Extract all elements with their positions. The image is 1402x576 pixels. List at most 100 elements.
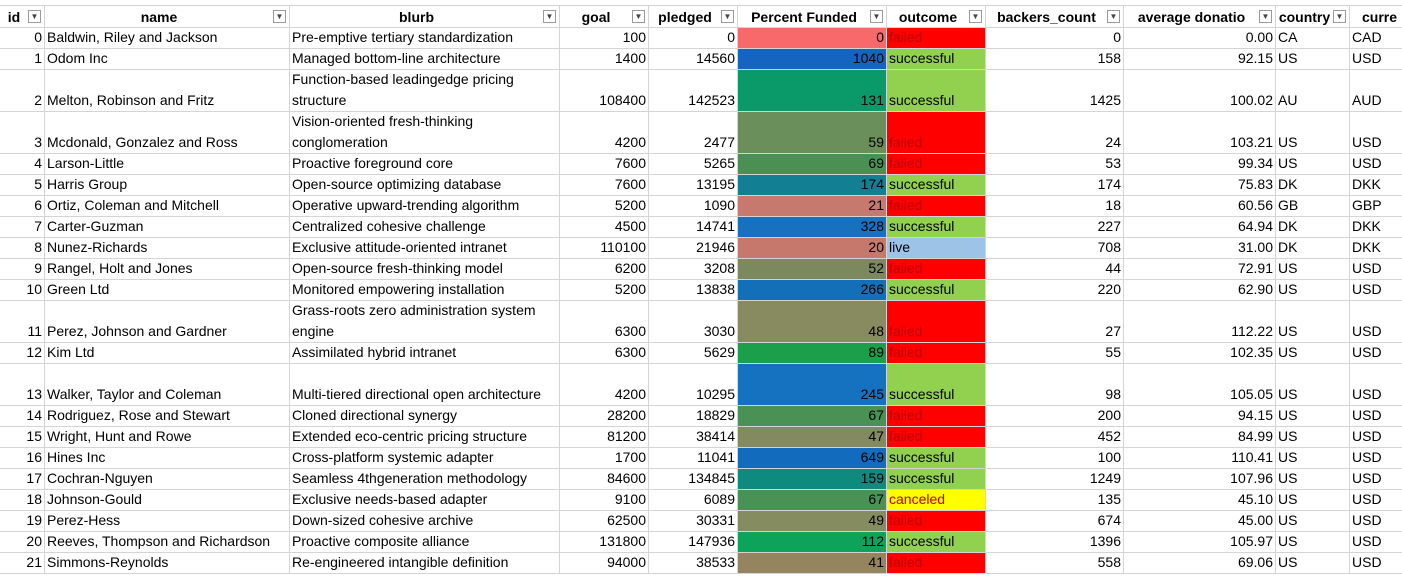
cell-currency[interactable]: USD <box>1350 511 1402 532</box>
cell-outcome[interactable]: failed <box>887 154 986 175</box>
cell-outcome[interactable]: live <box>887 238 986 259</box>
cell-country[interactable]: US <box>1276 154 1350 175</box>
cell-avg[interactable]: 100.02 <box>1124 70 1276 112</box>
cell-goal[interactable]: 6200 <box>560 259 649 280</box>
cell-goal[interactable]: 131800 <box>560 532 649 553</box>
cell-name[interactable]: Baldwin, Riley and Jackson <box>45 28 290 49</box>
cell-id[interactable]: 2 <box>0 70 45 112</box>
cell-name[interactable]: Perez, Johnson and Gardner <box>45 301 290 343</box>
cell-country[interactable]: US <box>1276 259 1350 280</box>
cell-country[interactable]: DK <box>1276 238 1350 259</box>
cell-country[interactable]: GB <box>1276 196 1350 217</box>
filter-dropdown-icon[interactable]: ▼ <box>632 10 645 23</box>
cell-pct[interactable]: 174 <box>738 175 887 196</box>
cell-country[interactable]: US <box>1276 112 1350 154</box>
cell-pct[interactable]: 131 <box>738 70 887 112</box>
cell-backers[interactable]: 1425 <box>986 70 1124 112</box>
cell-id[interactable]: 9 <box>0 259 45 280</box>
cell-outcome[interactable]: canceled <box>887 490 986 511</box>
cell-id[interactable]: 13 <box>0 364 45 406</box>
cell-id[interactable]: 16 <box>0 448 45 469</box>
cell-backers[interactable]: 98 <box>986 364 1124 406</box>
cell-blurb[interactable]: Vision-oriented fresh-thinking conglomer… <box>290 112 560 154</box>
cell-pct[interactable]: 266 <box>738 280 887 301</box>
cell-currency[interactable]: USD <box>1350 154 1402 175</box>
cell-country[interactable]: US <box>1276 280 1350 301</box>
cell-country[interactable]: US <box>1276 532 1350 553</box>
cell-currency[interactable]: USD <box>1350 469 1402 490</box>
cell-backers[interactable]: 100 <box>986 448 1124 469</box>
cell-name[interactable]: Carter-Guzman <box>45 217 290 238</box>
cell-id[interactable]: 12 <box>0 343 45 364</box>
cell-currency[interactable]: DKK <box>1350 175 1402 196</box>
cell-goal[interactable]: 7600 <box>560 154 649 175</box>
cell-currency[interactable]: USD <box>1350 406 1402 427</box>
cell-id[interactable]: 7 <box>0 217 45 238</box>
cell-outcome[interactable]: successful <box>887 280 986 301</box>
cell-blurb[interactable]: Grass-roots zero administration system e… <box>290 301 560 343</box>
cell-currency[interactable]: USD <box>1350 532 1402 553</box>
cell-backers[interactable]: 452 <box>986 427 1124 448</box>
cell-pledged[interactable]: 1090 <box>649 196 738 217</box>
cell-id[interactable]: 5 <box>0 175 45 196</box>
cell-avg[interactable]: 103.21 <box>1124 112 1276 154</box>
cell-currency[interactable]: AUD <box>1350 70 1402 112</box>
cell-currency[interactable]: DKK <box>1350 217 1402 238</box>
cell-avg[interactable]: 62.90 <box>1124 280 1276 301</box>
cell-id[interactable]: 18 <box>0 490 45 511</box>
cell-pledged[interactable]: 21946 <box>649 238 738 259</box>
cell-pledged[interactable]: 38414 <box>649 427 738 448</box>
cell-id[interactable]: 15 <box>0 427 45 448</box>
cell-outcome[interactable]: failed <box>887 259 986 280</box>
cell-pledged[interactable]: 38533 <box>649 553 738 574</box>
cell-backers[interactable]: 53 <box>986 154 1124 175</box>
cell-outcome[interactable]: successful <box>887 364 986 406</box>
cell-country[interactable]: AU <box>1276 70 1350 112</box>
cell-name[interactable]: Larson-Little <box>45 154 290 175</box>
cell-pct[interactable]: 52 <box>738 259 887 280</box>
header-pledged[interactable]: pledged ▼ <box>649 6 738 28</box>
cell-country[interactable]: US <box>1276 364 1350 406</box>
cell-pct[interactable]: 649 <box>738 448 887 469</box>
cell-goal[interactable]: 81200 <box>560 427 649 448</box>
filter-dropdown-icon[interactable]: ▼ <box>543 10 556 23</box>
filter-dropdown-icon[interactable]: ▼ <box>1259 10 1272 23</box>
cell-avg[interactable]: 99.34 <box>1124 154 1276 175</box>
cell-avg[interactable]: 94.15 <box>1124 406 1276 427</box>
cell-name[interactable]: Nunez-Richards <box>45 238 290 259</box>
cell-goal[interactable]: 5200 <box>560 196 649 217</box>
cell-pct[interactable]: 21 <box>738 196 887 217</box>
cell-pledged[interactable]: 5629 <box>649 343 738 364</box>
cell-name[interactable]: Simmons-Reynolds <box>45 553 290 574</box>
cell-id[interactable]: 8 <box>0 238 45 259</box>
cell-name[interactable]: Johnson-Gould <box>45 490 290 511</box>
header-average-donation[interactable]: average donatio ▼ <box>1124 6 1276 28</box>
cell-currency[interactable]: USD <box>1350 427 1402 448</box>
cell-pledged[interactable]: 5265 <box>649 154 738 175</box>
cell-avg[interactable]: 107.96 <box>1124 469 1276 490</box>
cell-name[interactable]: Kim Ltd <box>45 343 290 364</box>
cell-pledged[interactable]: 3030 <box>649 301 738 343</box>
cell-goal[interactable]: 1400 <box>560 49 649 70</box>
cell-blurb[interactable]: Exclusive attitude-oriented intranet <box>290 238 560 259</box>
cell-currency[interactable]: USD <box>1350 343 1402 364</box>
cell-name[interactable]: Melton, Robinson and Fritz <box>45 70 290 112</box>
cell-country[interactable]: US <box>1276 553 1350 574</box>
cell-id[interactable]: 6 <box>0 196 45 217</box>
cell-blurb[interactable]: Extended eco-centric pricing structure <box>290 427 560 448</box>
cell-avg[interactable]: 105.05 <box>1124 364 1276 406</box>
cell-id[interactable]: 10 <box>0 280 45 301</box>
cell-avg[interactable]: 0.00 <box>1124 28 1276 49</box>
cell-goal[interactable]: 5200 <box>560 280 649 301</box>
cell-country[interactable]: US <box>1276 343 1350 364</box>
cell-currency[interactable]: USD <box>1350 49 1402 70</box>
cell-backers[interactable]: 18 <box>986 196 1124 217</box>
cell-blurb[interactable]: Pre-emptive tertiary standardization <box>290 28 560 49</box>
cell-pledged[interactable]: 134845 <box>649 469 738 490</box>
cell-backers[interactable]: 0 <box>986 28 1124 49</box>
cell-pct[interactable]: 41 <box>738 553 887 574</box>
cell-goal[interactable]: 7600 <box>560 175 649 196</box>
cell-currency[interactable]: USD <box>1350 259 1402 280</box>
cell-id[interactable]: 17 <box>0 469 45 490</box>
cell-backers[interactable]: 55 <box>986 343 1124 364</box>
